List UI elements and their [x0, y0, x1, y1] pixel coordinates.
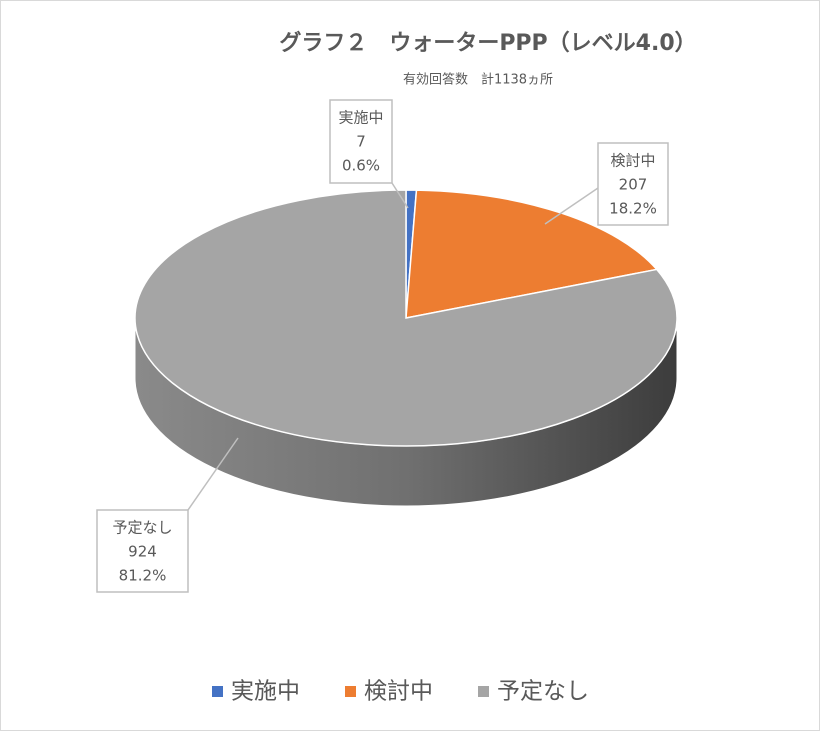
data-label-category: 実施中: [338, 109, 383, 127]
legend-label: 実施中: [231, 679, 300, 705]
legend-swatch: [212, 686, 223, 697]
data-label-category: 検討中: [610, 152, 655, 170]
legend-label: 検討中: [364, 679, 433, 705]
data-label-value: 207: [619, 176, 648, 194]
data-label-percent: 18.2%: [609, 200, 657, 218]
chart-title: グラフ２ ウォーターPPP（レベル4.0）: [279, 30, 696, 56]
data-label-box: [329, 99, 393, 184]
legend-swatch: [345, 686, 356, 697]
chart-subtitle: 有効回答数 計1138ヵ所: [403, 72, 553, 88]
leader-line: [187, 437, 239, 511]
data-label-value: 7: [356, 133, 366, 151]
pie-slice: [134, 189, 678, 447]
data-label-category: 予定なし: [112, 519, 172, 537]
data-label-percent: 81.2%: [119, 567, 167, 585]
data-label-value: 924: [128, 543, 157, 561]
legend-label: 予定なし: [497, 679, 589, 705]
data-label-percent: 0.6%: [342, 157, 380, 175]
data-label-box: [597, 142, 669, 226]
leader-line: [544, 187, 599, 225]
leader-line: [391, 182, 409, 209]
legend-swatch: [478, 686, 489, 697]
data-label-box: [96, 509, 189, 593]
